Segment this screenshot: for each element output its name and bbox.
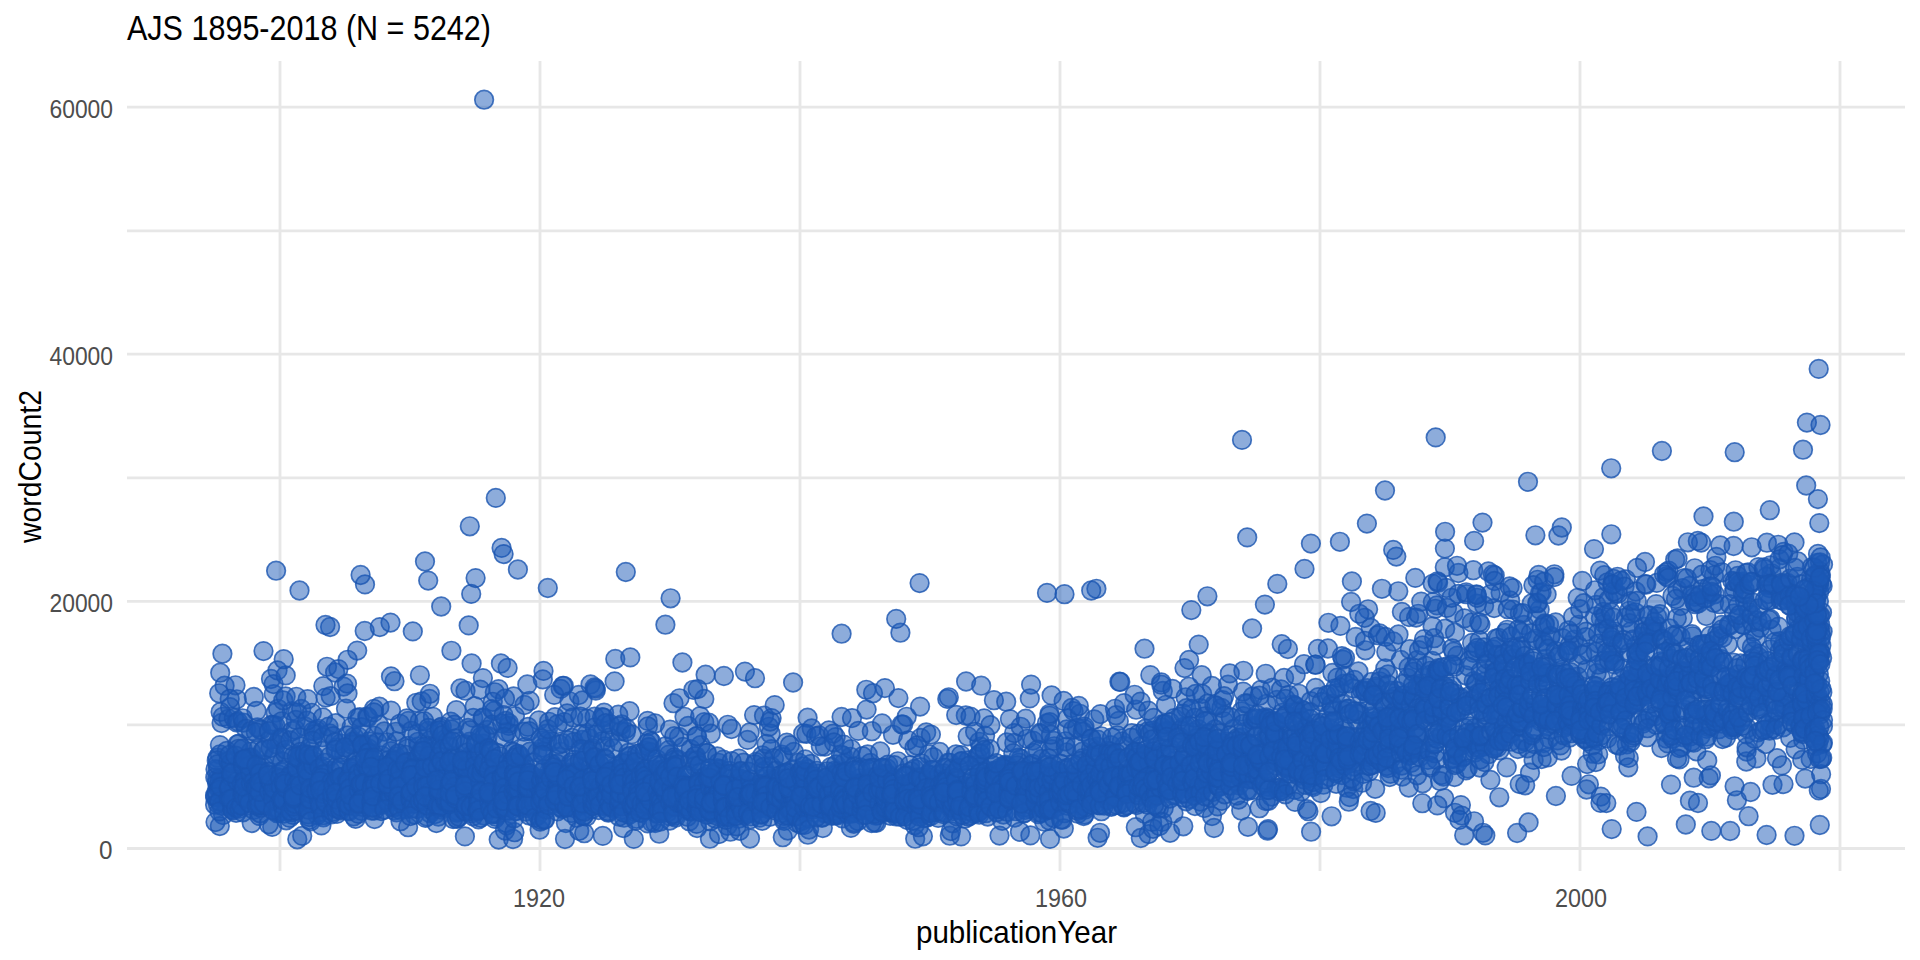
svg-text:0: 0 [99,836,113,864]
svg-text:40000: 40000 [50,342,114,370]
svg-text:AJS 1895-2018 (N = 5242): AJS 1895-2018 (N = 5242) [127,8,491,47]
svg-text:publicationYear: publicationYear [916,914,1117,950]
svg-text:2000: 2000 [1555,884,1607,912]
svg-text:20000: 20000 [50,589,114,617]
svg-text:1920: 1920 [513,884,565,912]
svg-text:wordCount2: wordCount2 [12,390,48,544]
svg-text:60000: 60000 [50,95,114,123]
svg-text:1960: 1960 [1035,884,1087,912]
